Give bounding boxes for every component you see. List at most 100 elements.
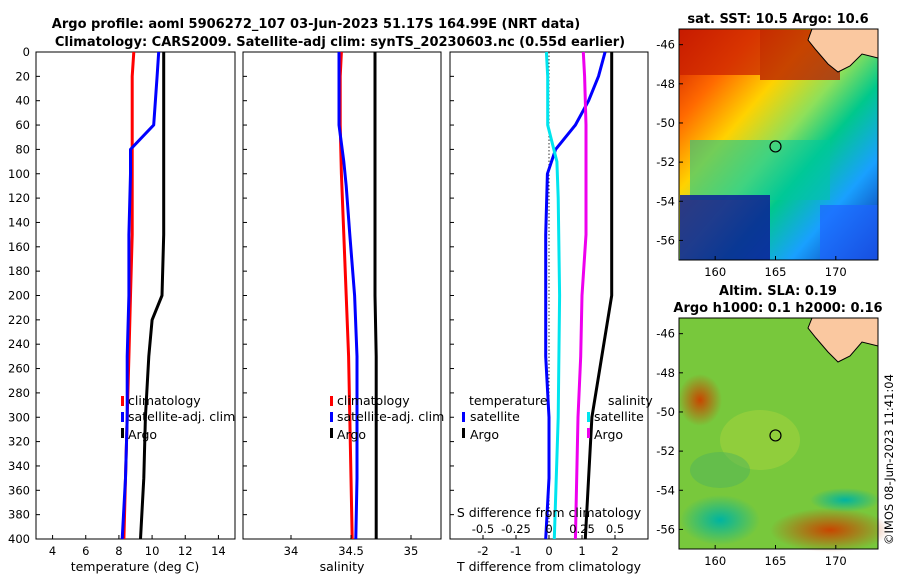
salinity-x-axis: 34 34.5 35 xyxy=(284,535,419,558)
legend-t-argo: Argo xyxy=(470,427,499,442)
x-tick-label: 12 xyxy=(178,544,193,558)
temperature-legend: climatology satellite-adj. clim Argo xyxy=(121,393,235,442)
lon-tick-label: 160 xyxy=(704,265,726,279)
salinity-plot-frame xyxy=(242,51,442,540)
sst-cold-patch xyxy=(680,195,770,260)
x-tick-label: 35 xyxy=(404,544,419,558)
temperature-panel: 4 6 8 10 12 14 temperature (deg C) climatolog… xyxy=(35,51,236,574)
x-tick-label: 34 xyxy=(284,544,299,558)
float-position-marker xyxy=(769,140,782,153)
salinity-legend: climatology satellite-adj. clim Argo xyxy=(330,393,444,442)
depth-tick-label: 140 xyxy=(8,215,30,229)
difference-x-axis: -2 -1 0 1 2 xyxy=(477,535,619,558)
legend-argo: Argo xyxy=(128,427,157,442)
depth-tick-label: 280 xyxy=(8,386,30,400)
sst-cold-patch xyxy=(820,205,878,260)
lat-tick-label: -52 xyxy=(656,155,675,169)
legend-s-satellite: satellite xyxy=(594,409,644,424)
series-line-climatology xyxy=(338,51,354,540)
temperature-plot-frame xyxy=(35,51,236,540)
top-tick-label: -0.5 xyxy=(472,522,494,536)
series-line-salinity-satellite xyxy=(544,51,562,540)
lon-tick-label: 165 xyxy=(765,554,787,568)
header-line-1: Argo profile: aoml 5906272_107 03-Jun-20… xyxy=(52,17,580,32)
depth-tick-label: 0 xyxy=(23,45,30,59)
sla-high-anomaly xyxy=(678,374,722,426)
x-tick-label: -1 xyxy=(510,544,521,558)
depth-tick-label: 240 xyxy=(8,337,30,351)
legend-swatch-satellite xyxy=(121,412,124,422)
x-tick-label: 10 xyxy=(145,544,160,558)
depth-tick-label: 100 xyxy=(8,167,30,181)
sla-map: Altim. SLA: 0.19 Argo h1000: 0.1 h2000: … xyxy=(656,284,890,568)
sla-field-patch xyxy=(720,410,800,470)
x-tick-label: 1 xyxy=(578,544,585,558)
legend-climatology: climatology xyxy=(337,393,410,408)
legend-swatch-climatology xyxy=(121,396,124,406)
salinity-x-label: salinity xyxy=(320,559,365,574)
depth-tick-label: 20 xyxy=(15,69,30,83)
sla-map-axes: 160 165 170 -46 -48 -50 -52 -54 -56 xyxy=(656,327,847,568)
legend-swatch-argo xyxy=(330,428,333,438)
lat-tick-label: -56 xyxy=(656,233,675,247)
legend-swatch-s-argo xyxy=(587,428,590,438)
lat-tick-label: -54 xyxy=(656,483,675,497)
depth-tick-label: 200 xyxy=(8,289,30,303)
series-line-satellite-adj-clim xyxy=(120,51,161,540)
lat-tick-label: -48 xyxy=(656,77,675,91)
sst-map: sat. SST: 10.5 Argo: 10.6 160 165 170 -46 -4… xyxy=(656,12,879,279)
legend-swatch-argo xyxy=(121,428,124,438)
sst-map-frame xyxy=(678,28,879,261)
legend-swatch-climatology xyxy=(330,396,333,406)
depth-tick-label: 60 xyxy=(15,118,30,132)
depth-tick-label: 340 xyxy=(8,459,30,473)
series-line-argo xyxy=(373,52,378,539)
lat-tick-label: -48 xyxy=(656,366,675,380)
top-tick-label: 0.25 xyxy=(569,522,595,536)
sla-low-anomaly xyxy=(680,495,760,545)
salinity-difference-axis: -0.5 -0.25 0 0.25 0.5 xyxy=(472,522,624,536)
difference-panel: -2 -1 0 1 2 -0.5 -0.25 0 0.25 0.5 S difference f… xyxy=(449,51,653,574)
depth-axis: 0 20 40 60 80 100 120 140 160 180 200 220 240 260 280 3… xyxy=(8,45,454,546)
sst-mid-patch xyxy=(690,140,830,200)
depth-tick-label: 40 xyxy=(15,94,30,108)
legend-swatch-satellite xyxy=(330,412,333,422)
series-line-satellite-adj-clim xyxy=(337,52,359,540)
series-line-temperature-argo xyxy=(583,52,614,540)
series-line-temperature-satellite xyxy=(544,51,607,540)
lon-tick-label: 165 xyxy=(765,265,787,279)
legend-header-temperature: temperature xyxy=(469,393,548,408)
legend-satellite: satellite-adj. clim xyxy=(337,409,444,424)
x-tick-label: 14 xyxy=(211,544,226,558)
lat-tick-label: -54 xyxy=(656,194,675,208)
depth-tick-label: 380 xyxy=(8,508,30,522)
top-tick-label: -0.25 xyxy=(501,522,531,536)
legend-swatch-t-argo xyxy=(462,428,465,438)
depth-tick-label: 80 xyxy=(15,142,30,156)
legend-satellite: satellite-adj. clim xyxy=(128,409,235,424)
lon-tick-label: 170 xyxy=(825,265,847,279)
sst-map-axes: 160 165 170 -46 -48 -50 -52 -54 -56 xyxy=(656,38,847,279)
temperature-series xyxy=(120,51,166,540)
sst-warm-patch xyxy=(680,30,760,75)
depth-tick-label: 400 xyxy=(8,532,30,546)
lat-tick-label: -56 xyxy=(656,522,675,536)
sla-map-title-1: Altim. SLA: 0.19 xyxy=(719,284,837,299)
legend-t-satellite: satellite xyxy=(470,409,520,424)
temperature-x-axis: 4 6 8 10 12 14 xyxy=(49,535,226,558)
depth-tick-label: 260 xyxy=(8,362,30,376)
difference-series xyxy=(544,51,614,540)
sla-high-anomaly xyxy=(770,508,890,552)
sla-low-anomaly xyxy=(810,488,880,512)
difference-x-label: T difference from climatology xyxy=(456,559,642,574)
depth-tick-label: 120 xyxy=(8,191,30,205)
x-tick-label: 0 xyxy=(545,544,552,558)
header-line-2: Climatology: CARS2009. Satellite-adj cli… xyxy=(55,35,625,50)
top-tick-label: 0.5 xyxy=(606,522,624,536)
depth-tick-label: 180 xyxy=(8,264,30,278)
x-tick-label: 4 xyxy=(49,544,56,558)
legend-header-salinity: salinity xyxy=(608,393,653,408)
legend-s-argo: Argo xyxy=(594,427,623,442)
series-line-argo xyxy=(139,52,166,540)
